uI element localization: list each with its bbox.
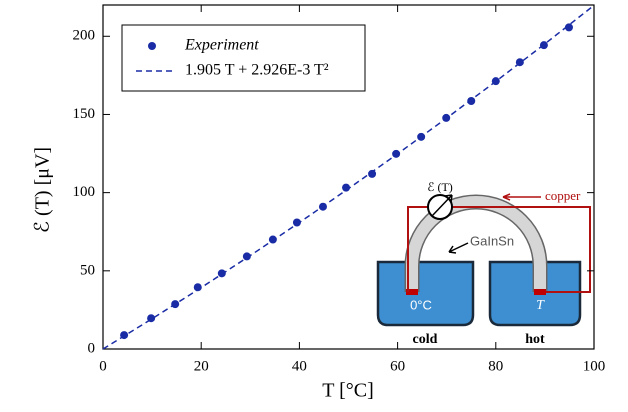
data-point	[368, 169, 377, 178]
cold-label: cold	[413, 332, 438, 347]
x-tick-label: 100	[583, 358, 606, 374]
y-tick-label: 0	[88, 340, 96, 356]
hot-label: hot	[525, 332, 545, 347]
x-tick-label: 0	[99, 358, 107, 374]
gainsn-arrow	[448, 242, 469, 254]
voltage-label: ℰ (T)	[427, 180, 453, 194]
y-axis-label: ℰ (T) [μV]	[32, 147, 54, 233]
y-tick-label: 50	[80, 262, 95, 278]
voltmeter-needle	[431, 194, 453, 217]
x-tick-label: 20	[194, 358, 209, 374]
hot-temp-label: T	[536, 298, 545, 313]
hot-contact	[534, 289, 546, 295]
data-point	[467, 97, 476, 106]
inset-diagram: ℰ (T) copper GaInSn 0°C T cold hot	[376, 180, 591, 347]
gainsn-label: GaInSn	[470, 233, 514, 248]
y-tick-label: 150	[73, 106, 96, 122]
x-tick-label: 80	[488, 358, 503, 374]
y-tick-label: 100	[73, 184, 96, 200]
data-point	[564, 23, 573, 32]
y-tick-label: 200	[73, 28, 96, 44]
x-axis-label: T [°C]	[322, 380, 374, 402]
fit-line	[102, 4, 595, 350]
cold-temp-label: 0°C	[410, 297, 432, 312]
legend-label: 1.905 T + 2.926E-3 T²	[185, 62, 329, 79]
cold-bath	[376, 260, 475, 327]
copper-label: copper	[545, 188, 581, 203]
plot-frame	[102, 4, 595, 350]
copper-arrow	[502, 193, 541, 201]
legend-marker	[148, 42, 156, 50]
cold-contact	[406, 289, 418, 295]
data-point	[392, 149, 401, 158]
x-tick-label: 40	[292, 358, 307, 374]
data-point	[242, 252, 251, 261]
legend-box	[121, 24, 366, 92]
data-point	[292, 218, 301, 227]
copper-wire	[407, 206, 591, 293]
tube	[406, 196, 546, 292]
legend-label: Experiment	[184, 37, 259, 54]
x-tick-label: 60	[390, 358, 405, 374]
